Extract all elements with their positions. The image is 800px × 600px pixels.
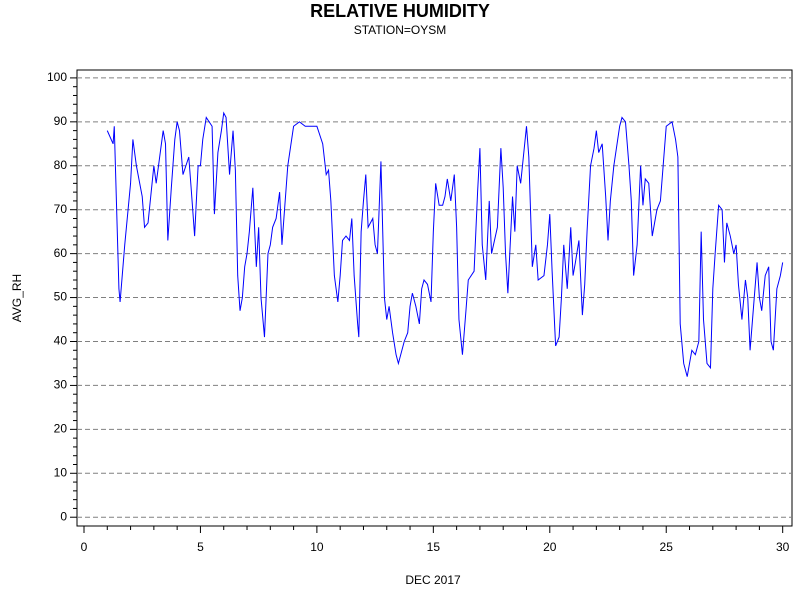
y-tick-label: 70 [54,202,68,216]
x-tick-label: 25 [660,540,674,554]
y-tick-label: 50 [54,290,68,304]
y-tick-label: 60 [54,246,68,260]
y-tick-label: 40 [54,334,68,348]
x-axis-label: DEC 2017 [405,573,461,587]
y-tick-label: 100 [47,70,67,84]
x-tick-label: 5 [197,540,204,554]
y-tick-label: 80 [54,158,68,172]
x-tick-label: 0 [81,540,88,554]
x-tick-label: 10 [310,540,324,554]
y-tick-label: 0 [60,509,67,523]
y-tick-label: 10 [54,465,68,479]
x-tick-label: 20 [543,540,557,554]
x-tick-label: 15 [427,540,441,554]
y-axis-label: AVG_RH [10,274,24,322]
y-tick-label: 20 [54,422,68,436]
y-tick-label: 90 [54,114,68,128]
y-tick-label: 30 [54,378,68,392]
x-tick-label: 30 [776,540,790,554]
chart-title: RELATIVE HUMIDITY [310,1,490,21]
chart-subtitle: STATION=OYSM [354,23,447,37]
data-line [106,111,784,377]
